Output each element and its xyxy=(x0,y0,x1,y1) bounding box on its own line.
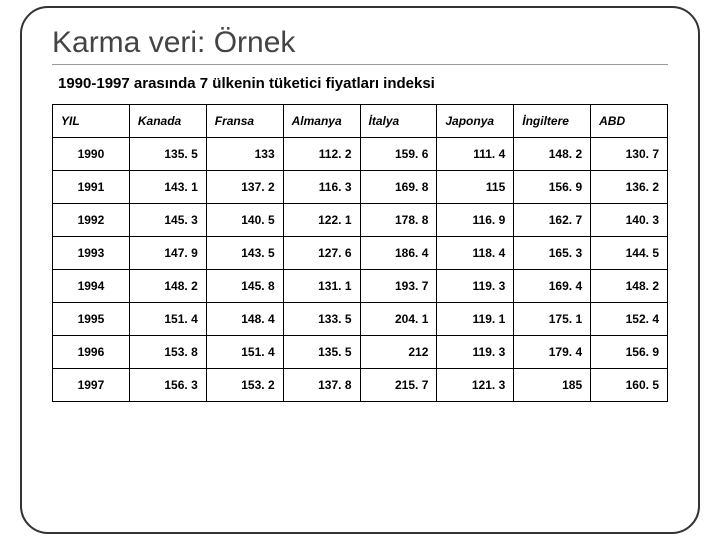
cell: 156. 9 xyxy=(514,171,591,204)
cell: 175. 1 xyxy=(514,303,591,336)
cell: 144. 5 xyxy=(591,237,668,270)
col-header: Fransa xyxy=(206,105,283,138)
cell: 162. 7 xyxy=(514,204,591,237)
cell: 143. 1 xyxy=(129,171,206,204)
cell: 136. 2 xyxy=(591,171,668,204)
cell: 153. 2 xyxy=(206,369,283,402)
cell: 151. 4 xyxy=(129,303,206,336)
cell: 135. 5 xyxy=(283,336,360,369)
table-row: 1990 135. 5 133 112. 2 159. 6 111. 4 148… xyxy=(53,138,668,171)
col-header: İtalya xyxy=(360,105,437,138)
cell: 156. 9 xyxy=(591,336,668,369)
table-row: 1992 145. 3 140. 5 122. 1 178. 8 116. 9 … xyxy=(53,204,668,237)
table-row: 1997 156. 3 153. 2 137. 8 215. 7 121. 3 … xyxy=(53,369,668,402)
cell: 119. 3 xyxy=(437,270,514,303)
cell: 160. 5 xyxy=(591,369,668,402)
cell: 212 xyxy=(360,336,437,369)
table-row: 1991 143. 1 137. 2 116. 3 169. 8 115 156… xyxy=(53,171,668,204)
table-row: 1993 147. 9 143. 5 127. 6 186. 4 118. 4 … xyxy=(53,237,668,270)
page-title: Karma veri: Örnek xyxy=(52,26,668,65)
cell: 140. 3 xyxy=(591,204,668,237)
cell: 111. 4 xyxy=(437,138,514,171)
slide-frame: Karma veri: Örnek 1990-1997 arasında 7 ü… xyxy=(20,6,700,534)
cell: 179. 4 xyxy=(514,336,591,369)
cell: 152. 4 xyxy=(591,303,668,336)
cell: 118. 4 xyxy=(437,237,514,270)
cell: 147. 9 xyxy=(129,237,206,270)
cell: 1993 xyxy=(53,237,130,270)
col-header: İngiltere xyxy=(514,105,591,138)
cell: 135. 5 xyxy=(129,138,206,171)
table-row: 1996 153. 8 151. 4 135. 5 212 119. 3 179… xyxy=(53,336,668,369)
cell: 153. 8 xyxy=(129,336,206,369)
cell: 1996 xyxy=(53,336,130,369)
cell: 178. 8 xyxy=(360,204,437,237)
cell: 151. 4 xyxy=(206,336,283,369)
cell: 156. 3 xyxy=(129,369,206,402)
col-header: YIL xyxy=(53,105,130,138)
cell: 130. 7 xyxy=(591,138,668,171)
cell: 1991 xyxy=(53,171,130,204)
cell: 185 xyxy=(514,369,591,402)
table-row: 1994 148. 2 145. 8 131. 1 193. 7 119. 3 … xyxy=(53,270,668,303)
col-header: ABD xyxy=(591,105,668,138)
cell: 148. 2 xyxy=(514,138,591,171)
cell: 116. 3 xyxy=(283,171,360,204)
cell: 140. 5 xyxy=(206,204,283,237)
col-header: Almanya xyxy=(283,105,360,138)
col-header: Kanada xyxy=(129,105,206,138)
cell: 169. 4 xyxy=(514,270,591,303)
cell: 193. 7 xyxy=(360,270,437,303)
cell: 137. 2 xyxy=(206,171,283,204)
col-header: Japonya xyxy=(437,105,514,138)
cell: 133 xyxy=(206,138,283,171)
cell: 204. 1 xyxy=(360,303,437,336)
table-body: 1990 135. 5 133 112. 2 159. 6 111. 4 148… xyxy=(53,138,668,402)
cell: 186. 4 xyxy=(360,237,437,270)
cell: 122. 1 xyxy=(283,204,360,237)
cell: 115 xyxy=(437,171,514,204)
cell: 148. 4 xyxy=(206,303,283,336)
table-header-row: YIL Kanada Fransa Almanya İtalya Japonya… xyxy=(53,105,668,138)
cell: 119. 3 xyxy=(437,336,514,369)
cell: 159. 6 xyxy=(360,138,437,171)
cell: 121. 3 xyxy=(437,369,514,402)
page-subtitle: 1990-1997 arasında 7 ülkenin tüketici fi… xyxy=(58,75,668,92)
cell: 145. 3 xyxy=(129,204,206,237)
table-row: 1995 151. 4 148. 4 133. 5 204. 1 119. 1 … xyxy=(53,303,668,336)
cell: 165. 3 xyxy=(514,237,591,270)
cell: 169. 8 xyxy=(360,171,437,204)
cell: 1990 xyxy=(53,138,130,171)
cell: 131. 1 xyxy=(283,270,360,303)
cell: 1995 xyxy=(53,303,130,336)
cell: 137. 8 xyxy=(283,369,360,402)
cell: 127. 6 xyxy=(283,237,360,270)
cpi-table: YIL Kanada Fransa Almanya İtalya Japonya… xyxy=(52,104,668,402)
cell: 215. 7 xyxy=(360,369,437,402)
cell: 112. 2 xyxy=(283,138,360,171)
cell: 1997 xyxy=(53,369,130,402)
cell: 143. 5 xyxy=(206,237,283,270)
cell: 148. 2 xyxy=(591,270,668,303)
cell: 116. 9 xyxy=(437,204,514,237)
cell: 1994 xyxy=(53,270,130,303)
cell: 148. 2 xyxy=(129,270,206,303)
cell: 145. 8 xyxy=(206,270,283,303)
cell: 119. 1 xyxy=(437,303,514,336)
cell: 1992 xyxy=(53,204,130,237)
cell: 133. 5 xyxy=(283,303,360,336)
